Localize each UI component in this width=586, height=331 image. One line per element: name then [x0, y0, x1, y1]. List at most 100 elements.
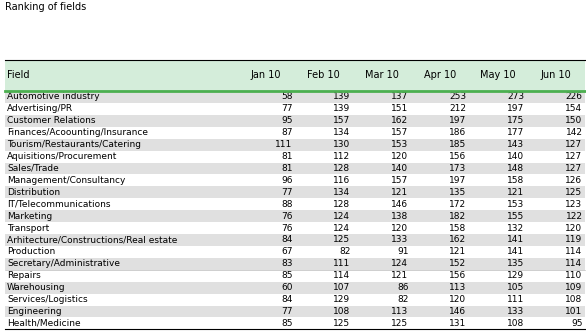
- Text: 125: 125: [565, 188, 582, 197]
- Text: 114: 114: [565, 247, 582, 257]
- Text: 140: 140: [507, 152, 524, 161]
- Text: 157: 157: [333, 116, 350, 125]
- Text: 83: 83: [281, 259, 292, 268]
- Text: 82: 82: [397, 295, 408, 304]
- Text: 121: 121: [449, 247, 466, 257]
- Text: 150: 150: [565, 116, 582, 125]
- Text: Advertising/PR: Advertising/PR: [7, 104, 73, 114]
- Text: 253: 253: [449, 92, 466, 102]
- Text: 133: 133: [391, 235, 408, 245]
- Text: 146: 146: [449, 307, 466, 316]
- Text: Tourism/Restaurants/Catering: Tourism/Restaurants/Catering: [7, 140, 141, 149]
- Text: 114: 114: [565, 259, 582, 268]
- Text: 86: 86: [397, 283, 408, 292]
- Text: 88: 88: [281, 200, 292, 209]
- Text: 197: 197: [449, 116, 466, 125]
- Text: 124: 124: [391, 259, 408, 268]
- Text: Secretary/Administrative: Secretary/Administrative: [7, 259, 120, 268]
- Text: 111: 111: [275, 140, 292, 149]
- Text: 124: 124: [333, 212, 350, 221]
- Text: 85: 85: [281, 271, 292, 280]
- Text: 156: 156: [449, 152, 466, 161]
- Text: 129: 129: [333, 295, 350, 304]
- Text: 197: 197: [449, 176, 466, 185]
- Text: 139: 139: [333, 104, 350, 114]
- Text: 119: 119: [565, 235, 582, 245]
- Text: Finances/Acoounting/Insurance: Finances/Acoounting/Insurance: [7, 128, 148, 137]
- Text: 120: 120: [391, 152, 408, 161]
- Text: 143: 143: [507, 140, 524, 149]
- Text: 122: 122: [565, 212, 582, 221]
- Text: 84: 84: [281, 295, 292, 304]
- Text: 108: 108: [333, 307, 350, 316]
- Text: 107: 107: [333, 283, 350, 292]
- Text: 85: 85: [281, 319, 292, 328]
- Text: Field: Field: [7, 70, 29, 80]
- Text: 87: 87: [281, 128, 292, 137]
- Text: 109: 109: [565, 283, 582, 292]
- Text: 130: 130: [333, 140, 350, 149]
- Text: 135: 135: [449, 188, 466, 197]
- Text: 120: 120: [391, 223, 408, 233]
- Text: 114: 114: [333, 271, 350, 280]
- Text: 128: 128: [333, 200, 350, 209]
- Text: 142: 142: [565, 128, 582, 137]
- Text: Sales/Trade: Sales/Trade: [7, 164, 59, 173]
- Text: 173: 173: [449, 164, 466, 173]
- Text: Warehousing: Warehousing: [7, 283, 66, 292]
- Text: 60: 60: [281, 283, 292, 292]
- Text: 108: 108: [565, 295, 582, 304]
- Text: 127: 127: [565, 164, 582, 173]
- Text: 121: 121: [391, 271, 408, 280]
- Text: 162: 162: [449, 235, 466, 245]
- Text: 182: 182: [449, 212, 466, 221]
- Text: 134: 134: [333, 128, 350, 137]
- Text: Services/Logistics: Services/Logistics: [7, 295, 88, 304]
- Text: 81: 81: [281, 164, 292, 173]
- Text: 138: 138: [391, 212, 408, 221]
- Text: 141: 141: [507, 247, 524, 257]
- Text: 81: 81: [281, 152, 292, 161]
- Text: 133: 133: [507, 307, 524, 316]
- Text: 273: 273: [507, 92, 524, 102]
- Text: 156: 156: [449, 271, 466, 280]
- Text: Arhitecture/Constructions/Real estate: Arhitecture/Constructions/Real estate: [7, 235, 178, 245]
- Text: 95: 95: [281, 116, 292, 125]
- Text: 77: 77: [281, 307, 292, 316]
- Text: 84: 84: [281, 235, 292, 245]
- Text: Apr 10: Apr 10: [424, 70, 456, 80]
- Text: 177: 177: [507, 128, 524, 137]
- Text: 127: 127: [565, 152, 582, 161]
- Text: Engineering: Engineering: [7, 307, 62, 316]
- Text: 111: 111: [333, 259, 350, 268]
- Text: 155: 155: [507, 212, 524, 221]
- Text: 120: 120: [449, 295, 466, 304]
- Text: 157: 157: [391, 176, 408, 185]
- Text: 111: 111: [507, 295, 524, 304]
- Text: 146: 146: [391, 200, 408, 209]
- Text: 135: 135: [507, 259, 524, 268]
- Text: 151: 151: [391, 104, 408, 114]
- Text: 140: 140: [391, 164, 408, 173]
- Text: 82: 82: [339, 247, 350, 257]
- Text: 125: 125: [333, 319, 350, 328]
- Text: 96: 96: [281, 176, 292, 185]
- Text: 95: 95: [571, 319, 582, 328]
- Text: 137: 137: [391, 92, 408, 102]
- Text: 185: 185: [449, 140, 466, 149]
- Text: Repairs: Repairs: [7, 271, 41, 280]
- Text: Production: Production: [7, 247, 55, 257]
- Text: 126: 126: [565, 176, 582, 185]
- Text: 76: 76: [281, 223, 292, 233]
- Text: 139: 139: [333, 92, 350, 102]
- Text: 116: 116: [333, 176, 350, 185]
- Text: Feb 10: Feb 10: [308, 70, 340, 80]
- Text: 226: 226: [565, 92, 582, 102]
- Text: Management/Consultancy: Management/Consultancy: [7, 176, 125, 185]
- Text: 132: 132: [507, 223, 524, 233]
- Text: 131: 131: [449, 319, 466, 328]
- Text: 101: 101: [565, 307, 582, 316]
- Text: 128: 128: [333, 164, 350, 173]
- Text: 158: 158: [449, 223, 466, 233]
- Text: 113: 113: [391, 307, 408, 316]
